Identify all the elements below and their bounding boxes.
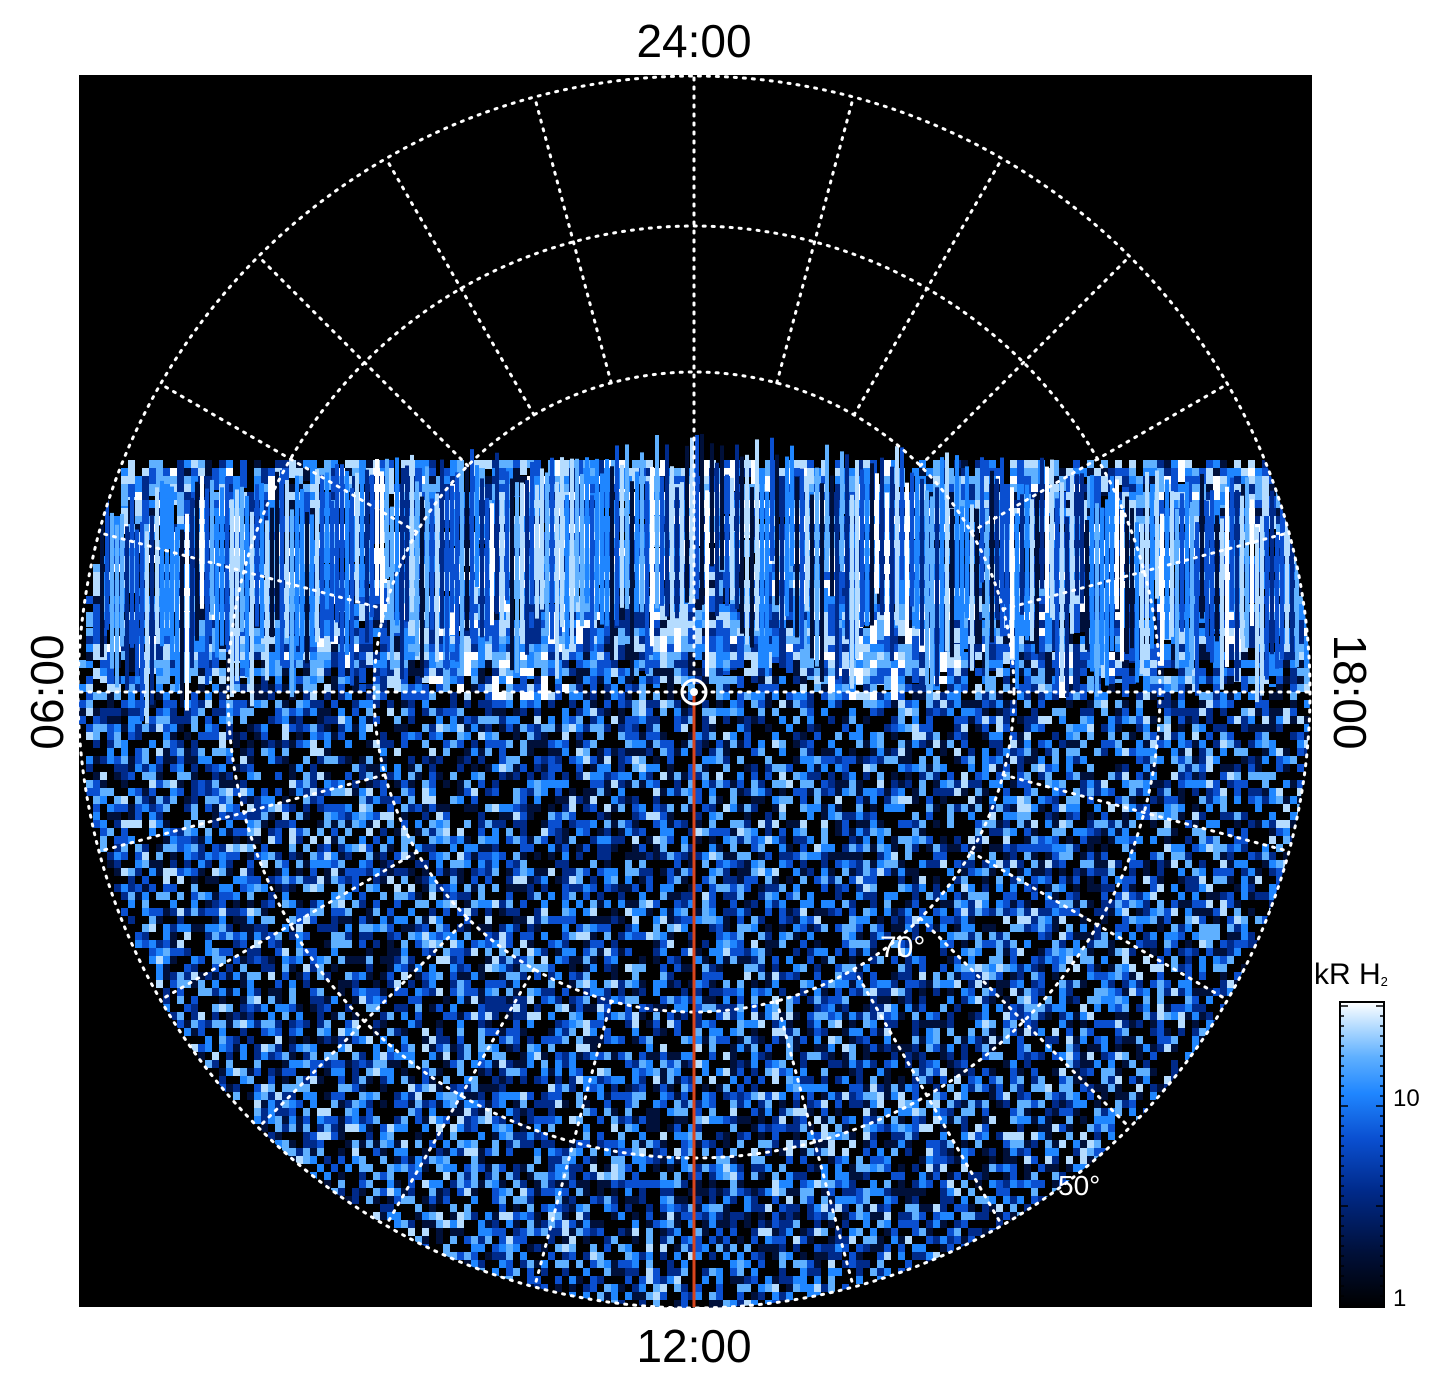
colorbar-tick-label: 1 <box>1393 1287 1406 1311</box>
colorbar-title-text: kR H <box>1314 958 1381 991</box>
label-noon: 12:00 <box>636 1323 751 1369</box>
latitude-label-70: 70° <box>880 931 925 964</box>
label-dawn: 06:00 <box>24 634 70 749</box>
label-midnight: 24:00 <box>636 18 751 64</box>
pole-marker-inner <box>690 688 698 696</box>
colorbar <box>1340 1002 1384 1307</box>
latitude-label-50: 50° <box>1058 1170 1100 1201</box>
label-dusk: 18:00 <box>1327 634 1373 749</box>
colorbar-tick-label: 10 <box>1393 1087 1420 1111</box>
colorbar-title: kR H2 <box>1314 958 1388 992</box>
colorbar-title-subscript: 2 <box>1381 974 1388 989</box>
